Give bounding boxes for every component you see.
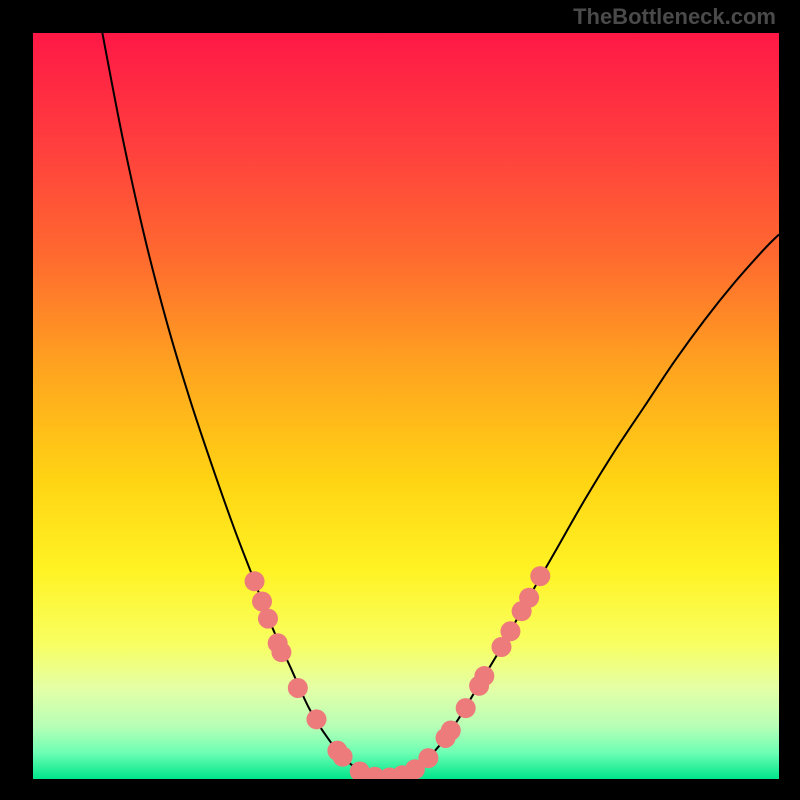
scatter-point [306, 709, 326, 729]
scatter-point [456, 698, 476, 718]
scatter-point [252, 591, 272, 611]
scatter-point [500, 621, 520, 641]
scatter-point [271, 642, 291, 662]
scatter-point [245, 571, 265, 591]
scatter-point [530, 566, 550, 586]
scatter-point [258, 609, 278, 629]
scatter-point [333, 747, 353, 767]
scatter-point [418, 748, 438, 768]
gradient-background [33, 33, 779, 779]
scatter-point [441, 721, 461, 741]
scatter-point [288, 678, 308, 698]
plot-area [33, 33, 779, 779]
scatter-point [519, 588, 539, 608]
chart-svg [33, 33, 779, 779]
scatter-point [474, 666, 494, 686]
watermark-text: TheBottleneck.com [573, 4, 776, 30]
